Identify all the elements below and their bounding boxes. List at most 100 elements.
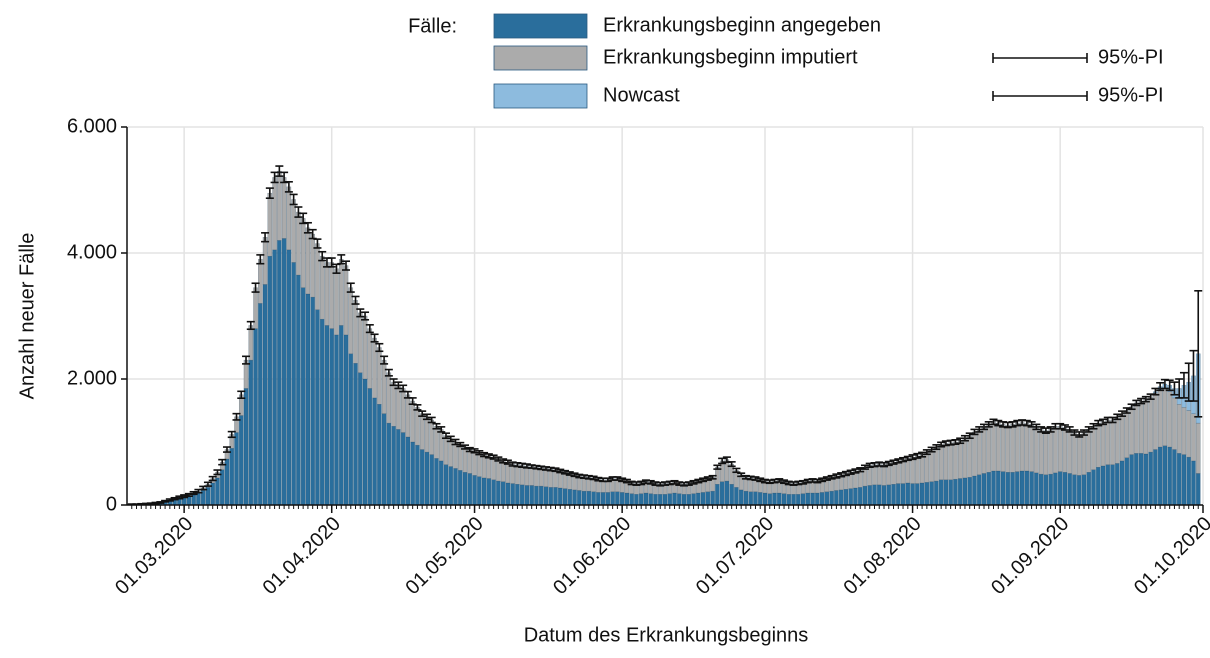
bar-segment bbox=[458, 470, 462, 505]
bar-segment bbox=[749, 492, 753, 505]
bar-segment bbox=[744, 491, 748, 505]
bar-segment bbox=[544, 487, 548, 505]
y-axis-title: Anzahl neuer Fälle bbox=[16, 233, 38, 400]
bar-segment bbox=[292, 262, 296, 505]
bar-segment bbox=[506, 483, 510, 505]
bar-segment bbox=[1125, 458, 1129, 505]
bar-segment bbox=[568, 489, 572, 505]
bar-segment bbox=[377, 404, 381, 505]
bar-segment bbox=[682, 494, 686, 505]
bar-segment bbox=[253, 329, 257, 505]
bar-segment bbox=[801, 494, 805, 505]
x-tick-label: 01.07.2020 bbox=[692, 513, 778, 599]
legend-label: Nowcast bbox=[603, 84, 680, 106]
bar-segment bbox=[234, 433, 238, 505]
bar-segment bbox=[277, 240, 281, 505]
bar-segment bbox=[368, 329, 372, 389]
bar-segment bbox=[477, 477, 481, 505]
bar-segment bbox=[872, 485, 876, 505]
bar-segment bbox=[1187, 411, 1191, 458]
bar-segment bbox=[1196, 423, 1200, 473]
bar-segment bbox=[910, 484, 914, 505]
bar-segment bbox=[896, 484, 900, 505]
error-bar bbox=[337, 255, 345, 264]
bar-segment bbox=[487, 479, 491, 505]
bar-segment bbox=[401, 433, 405, 505]
bar-segment bbox=[1187, 457, 1191, 505]
bar-segment bbox=[539, 486, 543, 505]
bar-segment bbox=[968, 436, 972, 478]
bar-segment bbox=[558, 488, 562, 505]
bar-segment bbox=[1120, 461, 1124, 505]
bar-segment bbox=[1196, 474, 1200, 506]
bar-segment bbox=[225, 459, 229, 505]
bar-segment bbox=[1130, 407, 1134, 455]
bar-segment bbox=[563, 489, 567, 505]
bar-segment bbox=[620, 492, 624, 505]
bar-segment bbox=[1034, 473, 1038, 505]
bar-segment bbox=[925, 482, 929, 505]
bar-segment bbox=[1172, 450, 1176, 505]
bar-segment bbox=[639, 494, 643, 505]
bar-segment bbox=[658, 494, 662, 505]
legend-label: Erkrankungsbeginn imputiert bbox=[603, 46, 858, 68]
bar-segment bbox=[1001, 424, 1005, 471]
bar-segment bbox=[1068, 429, 1072, 473]
bar-segment bbox=[1115, 463, 1119, 505]
x-tick-label: 01.08.2020 bbox=[840, 513, 926, 599]
bar-segment bbox=[434, 458, 438, 505]
bar-segment bbox=[1191, 414, 1195, 461]
x-tick-label: 01.09.2020 bbox=[987, 513, 1073, 599]
bar-segment bbox=[444, 436, 448, 465]
bar-segment bbox=[1063, 428, 1067, 473]
bar-segment bbox=[263, 237, 267, 284]
bar-segment bbox=[1030, 424, 1034, 471]
bar-segment bbox=[1063, 472, 1067, 505]
bar-segment bbox=[753, 492, 757, 505]
legend-title: Fälle: bbox=[408, 15, 457, 37]
bar-segment bbox=[1110, 420, 1114, 465]
bar-segment bbox=[325, 262, 329, 325]
bar-segment bbox=[830, 491, 834, 505]
bar-segment bbox=[987, 472, 991, 505]
bar-segment bbox=[877, 485, 881, 505]
bar-segment bbox=[887, 485, 891, 505]
bar-segment bbox=[649, 494, 653, 505]
bar-segment bbox=[1101, 422, 1105, 466]
bar-segment bbox=[273, 250, 277, 505]
bar-segment bbox=[287, 250, 291, 505]
bar-segment bbox=[296, 212, 300, 275]
bar-segment bbox=[1072, 475, 1076, 505]
bar-segment bbox=[1006, 425, 1010, 472]
bar-segment bbox=[991, 471, 995, 505]
bar-segment bbox=[577, 491, 581, 505]
bar-segment bbox=[1168, 392, 1172, 447]
bar-segment bbox=[406, 437, 410, 505]
bar-segment bbox=[1091, 426, 1095, 469]
bar-segment bbox=[934, 481, 938, 505]
bar-segment bbox=[1030, 472, 1034, 505]
bar-segment bbox=[782, 494, 786, 505]
bar-segment bbox=[287, 187, 291, 250]
bar-segment bbox=[996, 471, 1000, 505]
bar-segment bbox=[691, 494, 695, 505]
x-tick-label: 01.06.2020 bbox=[549, 513, 635, 599]
bar-segment bbox=[387, 373, 391, 423]
y-tick-label: 4.000 bbox=[67, 241, 117, 263]
bar-segment bbox=[1077, 475, 1081, 505]
legend-label: Erkrankungsbeginn angegeben bbox=[603, 14, 881, 36]
x-tick-label: 01.10.2020 bbox=[1130, 513, 1210, 599]
bar-segment bbox=[468, 474, 472, 506]
bar-segment bbox=[363, 379, 367, 505]
bar-segment bbox=[1058, 472, 1062, 505]
bar-segment bbox=[268, 256, 272, 505]
bar-segment bbox=[382, 360, 386, 414]
bar-segment bbox=[439, 461, 443, 505]
legend-swatch bbox=[494, 14, 587, 38]
bar-segment bbox=[730, 464, 734, 484]
bar-segment bbox=[1130, 455, 1134, 505]
bar-segment bbox=[820, 492, 824, 505]
bar-segment bbox=[482, 478, 486, 505]
bar-segment bbox=[325, 325, 329, 505]
